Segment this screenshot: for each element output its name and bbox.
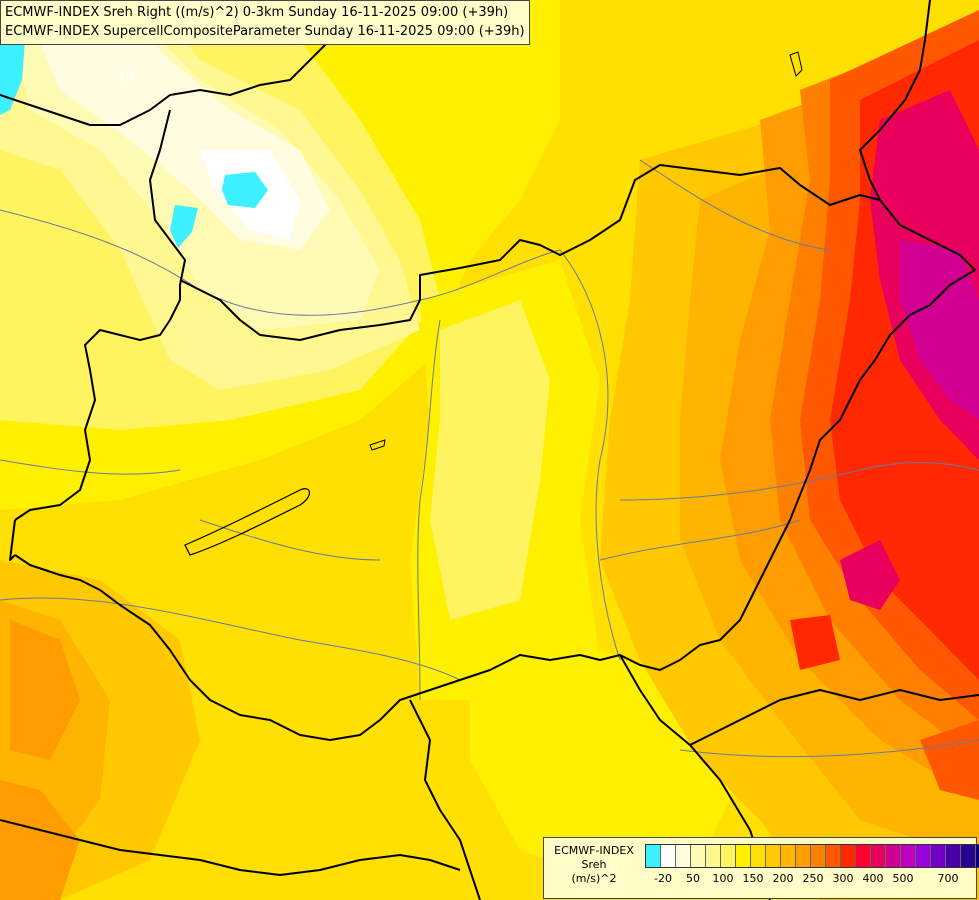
legend-model: ECMWF-INDEX — [554, 844, 634, 857]
legend-swatch — [961, 845, 976, 867]
legend-swatch — [901, 845, 916, 867]
legend-swatch — [871, 845, 886, 867]
border-line — [689, 689, 979, 746]
legend-tick-label: 150 — [742, 872, 764, 885]
legend-swatch — [886, 845, 901, 867]
legend-tick-label: 250 — [802, 872, 824, 885]
river-line — [599, 519, 801, 561]
river-line — [0, 597, 461, 681]
legend-variable: Sreh — [581, 858, 607, 871]
river-line — [679, 739, 979, 758]
lake-outline — [184, 488, 310, 556]
legend-swatch — [826, 845, 841, 867]
legend-label: ECMWF-INDEX Sreh (m/s)^2 — [544, 844, 644, 886]
legend-swatch — [676, 845, 691, 867]
legend-tick-label: 50 — [686, 872, 700, 885]
legend-tick-label: 200 — [772, 872, 794, 885]
border-line — [179, 164, 976, 341]
river-line — [0, 459, 181, 475]
legend-tick-label: 300 — [832, 872, 854, 885]
lake-outline — [789, 51, 803, 77]
legend-swatch — [841, 845, 856, 867]
legend-swatch — [706, 845, 721, 867]
legend-swatch — [751, 845, 766, 867]
legend-tick-label: 100 — [712, 872, 734, 885]
river-line — [0, 209, 561, 316]
field-orange-sw4 — [0, 780, 80, 900]
border-line — [409, 699, 481, 900]
field-cyan-spot — [170, 205, 198, 248]
legend-swatch — [931, 845, 946, 867]
lake-outline — [119, 67, 133, 85]
border-line — [859, 0, 931, 201]
field-orange-sw3 — [10, 620, 80, 760]
river-line — [199, 519, 381, 561]
legend-unit: (m/s)^2 — [571, 872, 617, 885]
legend-tick-label: -20 — [654, 872, 672, 885]
legend-swatch — [781, 845, 796, 867]
legend-tick-label: 400 — [862, 872, 884, 885]
field-red-spot — [790, 615, 840, 670]
legend-swatch — [916, 845, 931, 867]
field-cyan-spot — [222, 172, 268, 208]
legend-tick-label: 700 — [937, 872, 959, 885]
border-line — [14, 109, 186, 521]
field-magenta — [900, 240, 979, 420]
legend-swatch — [721, 845, 736, 867]
river-line — [619, 462, 979, 501]
map-title-box: ECMWF-INDEX Sreh Right ((m/s)^2) 0-3km S… — [0, 0, 530, 45]
border-line — [9, 519, 16, 561]
legend-ticks: -20 50 100 150 200 250 300 400 500 700 — [645, 872, 975, 888]
field-crimson-spot — [840, 540, 900, 610]
river-line — [417, 319, 441, 701]
legend-swatch — [796, 845, 811, 867]
border-line — [0, 819, 461, 876]
title-line-scp: ECMWF-INDEX SupercellCompositeParameter … — [5, 24, 525, 39]
field-red-orange-spot — [920, 720, 979, 800]
legend-swatch — [736, 845, 751, 867]
river-line — [559, 249, 621, 661]
border-line — [14, 269, 976, 741]
legend-color-bar — [645, 844, 979, 868]
lake-outline — [369, 439, 386, 451]
legend-swatch — [646, 845, 661, 867]
border-line — [0, 0, 361, 126]
legend-swatch — [811, 845, 826, 867]
rivers — [0, 159, 979, 758]
legend-swatch — [691, 845, 706, 867]
legend-swatch — [856, 845, 871, 867]
legend-swatch — [661, 845, 676, 867]
color-legend: ECMWF-INDEX Sreh (m/s)^2 -20 50 100 150 200 2… — [543, 837, 979, 899]
legend-swatch — [976, 845, 979, 867]
legend-tick-label: 500 — [892, 872, 914, 885]
legend-swatch — [946, 845, 961, 867]
field-light-yellow-center — [430, 300, 550, 620]
legend-swatch — [766, 845, 781, 867]
river-line — [639, 159, 831, 251]
title-line-sreh: ECMWF-INDEX Sreh Right ((m/s)^2) 0-3km S… — [5, 5, 509, 20]
